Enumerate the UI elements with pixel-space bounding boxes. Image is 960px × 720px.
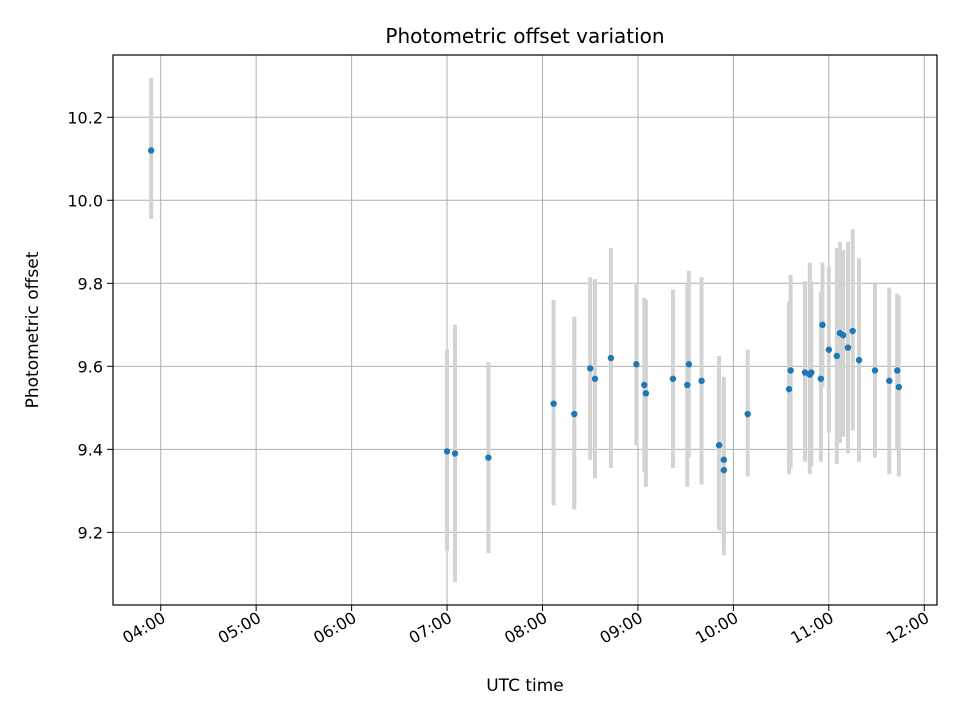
data-point (833, 352, 840, 360)
data-point (587, 365, 594, 372)
data-point (808, 369, 815, 376)
data-point (801, 369, 809, 376)
data-point (607, 354, 615, 362)
data-point (849, 327, 856, 335)
y-tick-label: 9.8 (78, 274, 103, 293)
data-point (443, 448, 451, 455)
y-tick-label: 10.2 (67, 108, 103, 127)
data-point (642, 390, 650, 397)
data-point (787, 367, 794, 374)
data-point (571, 410, 578, 418)
x-axis-title: UTC time (486, 676, 564, 696)
data-point (698, 377, 705, 385)
y-axis-title: Photometric offset (23, 251, 43, 408)
data-point (591, 375, 599, 382)
data-point (451, 450, 459, 457)
data-point (894, 367, 901, 374)
data-point (844, 344, 852, 351)
data-point (550, 400, 557, 407)
data-point (819, 321, 826, 329)
chart-title: Photometric offset variation (385, 24, 664, 48)
data-point (839, 331, 847, 339)
y-tick-label: 9.4 (78, 440, 103, 459)
y-tick-label: 10.0 (67, 191, 103, 210)
data-point (684, 381, 691, 389)
data-point (641, 381, 648, 389)
data-point (785, 385, 793, 393)
data-point (720, 466, 728, 474)
data-point (817, 375, 825, 382)
data-point (669, 375, 677, 382)
data-point (855, 356, 863, 364)
data-point (825, 346, 833, 353)
data-point (895, 383, 903, 391)
data-point (886, 377, 893, 385)
data-points (147, 147, 903, 474)
data-point (147, 147, 155, 154)
data-point (720, 456, 728, 463)
data-point (685, 361, 693, 368)
data-point (633, 361, 640, 368)
y-axis-ticks: 9.2 9.4 9.6 9.8 10.0 10.2 (67, 108, 113, 542)
plot-area-background (113, 55, 937, 605)
y-tick-label: 9.6 (78, 357, 103, 376)
data-point (715, 441, 723, 449)
plot-frame (112, 54, 938, 606)
data-point (744, 410, 751, 418)
data-point (485, 454, 492, 461)
grid-lines (113, 55, 937, 605)
y-tick-label: 9.2 (78, 523, 103, 542)
data-point (871, 367, 879, 374)
